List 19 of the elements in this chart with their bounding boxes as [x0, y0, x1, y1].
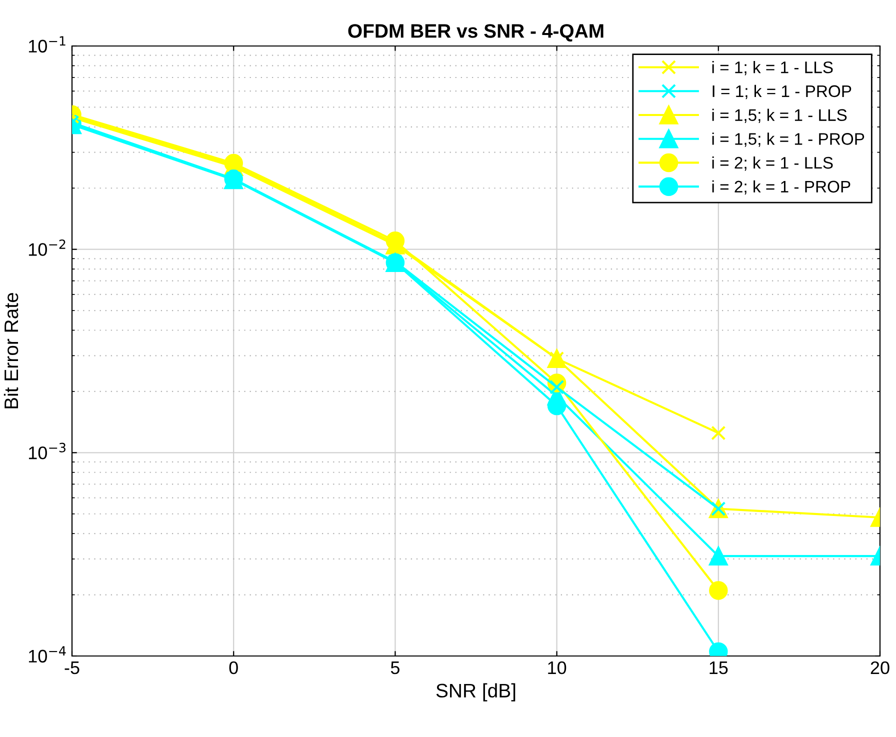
- y-tick-label: 10$^{−3}$: [28, 442, 66, 460]
- x-tick-label: 10: [548, 661, 566, 674]
- legend-label: I = 1; k = 1 - PROP: [712, 84, 852, 100]
- x-tick-label: -5: [64, 662, 80, 674]
- chart-title: OFDM BER vs SNR - 4-QAM: [348, 24, 604, 42]
- x-axis-title: SNR [dB]: [436, 683, 516, 702]
- legend-label: i = 2; k = 1 - LLS: [712, 156, 833, 171]
- y-axis-title: Bit Error Rate: [4, 292, 18, 408]
- x-tick-label: 20: [870, 661, 890, 674]
- y-tick-label: 10$^{−1}$: [28, 36, 66, 53]
- legend-label: i = 1,5; k = 1 - PROP: [712, 132, 864, 147]
- legend-label: i = 1,5; k = 1 - LLS: [712, 108, 847, 123]
- x-tick-label: 5: [390, 662, 400, 674]
- x-tick-label: 15: [710, 662, 728, 674]
- y-tick-label: 10$^{−4}$: [28, 646, 66, 663]
- y-tick-label: 10$^{−2}$: [28, 239, 66, 256]
- x-tick-label: 0: [229, 661, 238, 674]
- legend-label: i = 2; k = 1 - PROP: [712, 180, 850, 195]
- legend-label: i = 1; k = 1 - LLS: [712, 61, 833, 76]
